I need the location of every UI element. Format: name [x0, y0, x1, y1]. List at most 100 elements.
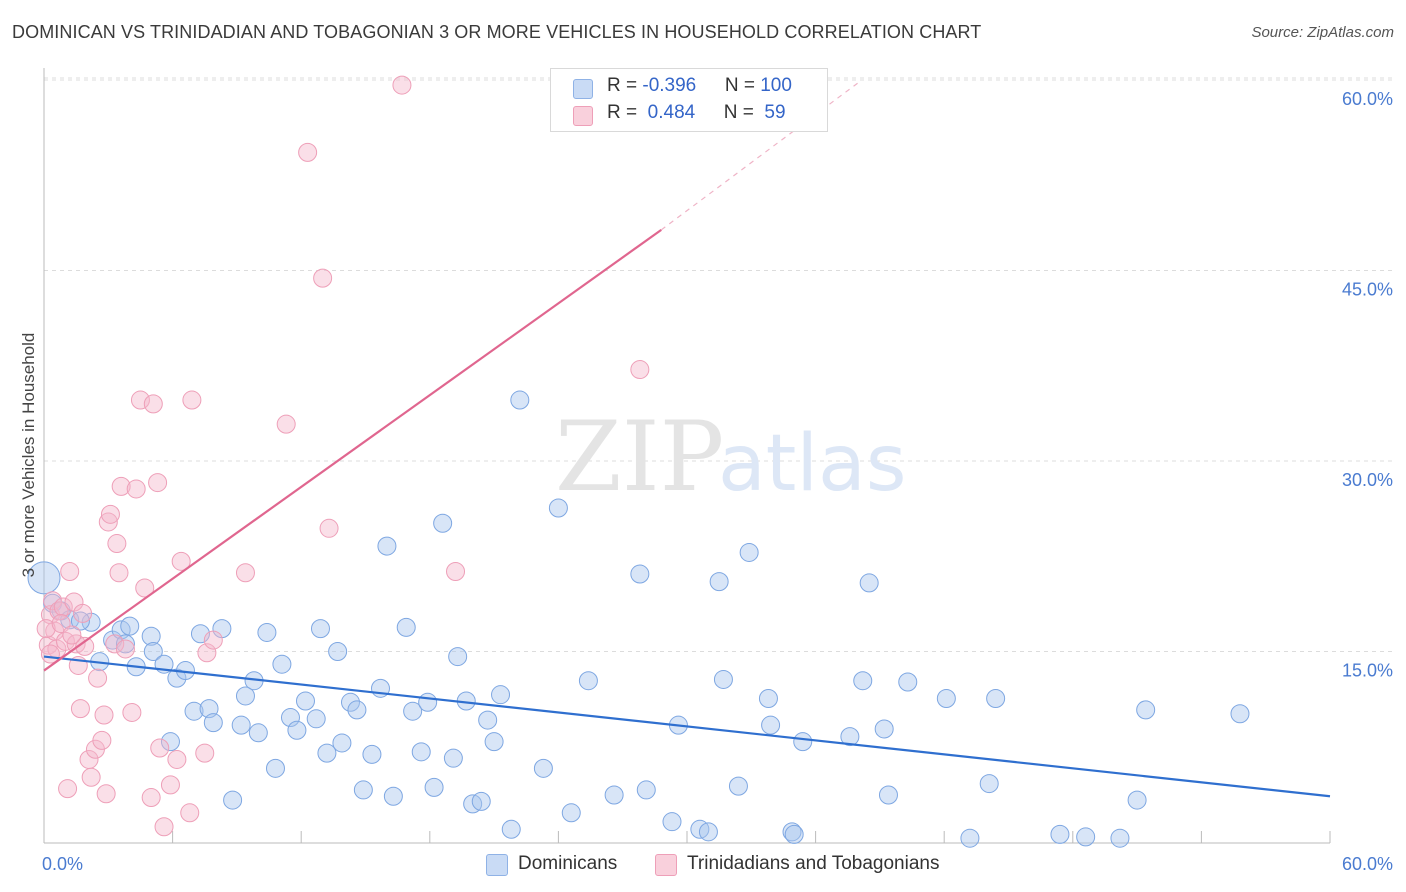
dominican-point: [257, 622, 277, 642]
trinidadian-point: [88, 668, 108, 688]
dominican-point: [143, 642, 163, 661]
trinidadian-point: [171, 551, 191, 571]
trinidadian-point: [154, 817, 174, 837]
dominican-point: [840, 727, 860, 747]
dominican-point: [793, 732, 813, 752]
trinidadian-point: [73, 603, 93, 623]
dominican-point: [1136, 700, 1156, 720]
dominican-point: [383, 786, 403, 806]
dominican-point: [986, 688, 1006, 708]
dominican-point: [332, 733, 352, 753]
trinidadian-point: [143, 394, 163, 414]
trinidadian-point: [150, 738, 170, 758]
trinidadian-point: [167, 749, 187, 769]
trinidadian-trend-extension: [660, 82, 859, 231]
dominican-point: [448, 647, 468, 667]
legend-swatch-dominicans: [573, 79, 593, 99]
dominican-point: [630, 564, 650, 584]
dominican-point: [484, 732, 504, 752]
dominican-point: [698, 822, 718, 842]
legend-n-value: 100: [760, 75, 792, 96]
dominican-point: [287, 720, 307, 740]
series-label-dominicans: Dominicans: [518, 853, 618, 874]
trinidadian-point: [276, 414, 296, 434]
dominican-point: [1110, 828, 1130, 848]
dominican-point: [362, 744, 382, 764]
dominican-point: [739, 542, 759, 562]
legend-swatch-trinidadians: [573, 106, 593, 126]
trinidadian-point: [43, 591, 63, 611]
dominican-point: [418, 692, 438, 712]
dominican-point: [235, 686, 255, 706]
dominican-point: [317, 743, 337, 763]
series-swatch-trinidadians: [655, 854, 677, 876]
trinidadian-point: [160, 775, 180, 795]
dominican-point: [853, 671, 873, 691]
watermark-zip: ZIP: [555, 401, 724, 513]
data-points: [27, 75, 1250, 848]
trinidadian-point: [446, 561, 466, 581]
legend-n-label: N =: [724, 75, 761, 96]
dominican-point: [548, 498, 568, 518]
trinidadian-point: [53, 597, 73, 617]
dominican-point: [1127, 790, 1147, 810]
trinidadian-point: [148, 473, 168, 493]
dominican-point: [223, 790, 243, 810]
dominican-point: [713, 669, 733, 689]
trinidadian-point: [105, 634, 125, 654]
dominican-point: [265, 758, 285, 778]
dominican-point: [761, 715, 781, 735]
trinidadian-point: [92, 730, 112, 750]
trinidadian-point: [182, 390, 202, 410]
trinidadian-point: [298, 142, 318, 162]
trinidadian-point: [130, 390, 150, 410]
dominican-point: [306, 709, 326, 729]
trinidadian-point: [313, 268, 333, 288]
dominican-point: [70, 611, 90, 631]
dominican-point: [478, 710, 498, 730]
dominican-point: [310, 619, 330, 639]
dominican-point: [280, 708, 300, 728]
dominican-point: [979, 774, 999, 794]
trinidadian-point: [392, 75, 412, 95]
watermark-atlas: atlas: [718, 419, 907, 509]
dominican-point: [443, 748, 463, 768]
tick-labels: 15.0% 30.0% 45.0% 60.0% 0.0% 60.0%: [42, 89, 1393, 874]
trinidadian-trend-line: [43, 228, 662, 672]
dominican-point: [782, 822, 802, 842]
dominican-trend-line: [43, 655, 1331, 798]
trinidadian-point: [135, 578, 155, 598]
dominican-point: [141, 626, 161, 646]
series-legend: Dominicans Trinidadians and Tobagonians: [0, 852, 1406, 878]
dominican-point: [662, 812, 682, 832]
dominican-point: [936, 688, 956, 708]
dominican-point: [272, 654, 292, 674]
dominican-point: [501, 819, 521, 839]
trinidadian-point: [60, 561, 80, 581]
dominican-point: [604, 785, 624, 805]
dominican-point: [231, 715, 251, 735]
legend-r-label: R =: [607, 102, 643, 123]
dominican-point: [578, 671, 598, 691]
dominican-point: [411, 742, 431, 762]
dominican-point: [203, 713, 223, 733]
dominican-point: [960, 828, 980, 848]
legend-r-label: R =: [607, 75, 643, 96]
trinidadian-point: [70, 699, 90, 719]
x-tick-label: 60.0%: [1342, 854, 1393, 874]
trinidadian-point: [75, 636, 95, 656]
trinidadian-point: [100, 504, 120, 524]
dominican-point: [533, 758, 553, 778]
legend-r-value: -0.396: [642, 75, 697, 96]
dominican-point: [859, 573, 879, 593]
legend-r-value: 0.484: [642, 102, 696, 123]
y-tick-label: 30.0%: [1342, 470, 1393, 490]
dominican-point: [874, 719, 894, 739]
series-swatch-dominicans: [486, 854, 508, 876]
trinidadian-point: [197, 643, 217, 663]
trinidadian-point: [62, 625, 82, 645]
trinidadian-point: [109, 563, 129, 583]
dominican-point: [248, 723, 268, 743]
dominican-point: [491, 685, 511, 705]
